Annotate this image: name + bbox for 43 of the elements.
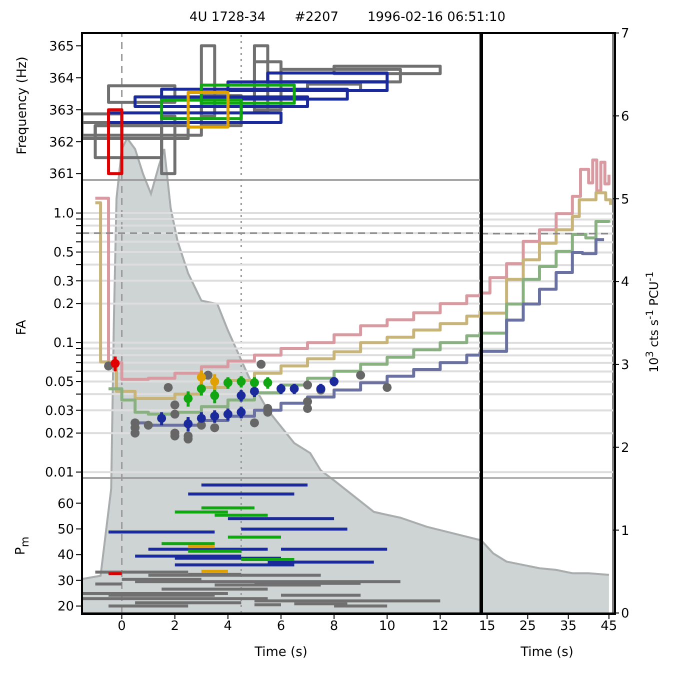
x-tick-label: 8 xyxy=(330,619,338,634)
y2-tick-label: 7 xyxy=(621,26,630,42)
y-axis-title: Frequency (Hz) xyxy=(14,54,30,156)
x-axis-title: Time (s) xyxy=(254,645,308,660)
chart-title: 4U 1728-34 #2207 1996-02-16 06:51:10 xyxy=(188,10,507,25)
y2-tick-label: 0 xyxy=(621,606,630,622)
y-tick-label: 363 xyxy=(49,103,74,118)
x-tick-label: 25 xyxy=(519,619,536,634)
y-tick-label: 0.3 xyxy=(53,274,74,290)
x-tick-label: 6 xyxy=(276,619,286,634)
y2-tick-label: 3 xyxy=(621,358,630,374)
y-tick-label: 0.02 xyxy=(45,426,74,442)
y-tick-label: 50 xyxy=(57,522,74,538)
x-tick-label: 15 xyxy=(478,619,496,634)
y-tick-label: 0.05 xyxy=(45,375,74,390)
x-axis-title: Time (s) xyxy=(520,645,574,660)
y-tick-label: 364 xyxy=(49,71,74,86)
y-tick-label: 0.5 xyxy=(53,246,74,261)
y-tick-label: 361 xyxy=(49,167,74,182)
x-tick-label: 35 xyxy=(560,619,577,634)
y-tick-label: 20 xyxy=(57,600,74,615)
x-tick-label: 2 xyxy=(170,619,180,634)
y2-tick-label: 2 xyxy=(621,440,630,456)
y-tick-label: 0.01 xyxy=(45,466,74,481)
x-tick-label: 12 xyxy=(432,619,448,634)
y-tick-label: 1.0 xyxy=(53,206,74,222)
y-tick-label: 362 xyxy=(49,135,74,150)
y-tick-label: 0.1 xyxy=(53,336,74,352)
y-tick-label: 0.2 xyxy=(53,297,74,312)
y-tick-label: 0.03 xyxy=(45,404,74,419)
y-axis-title: FA xyxy=(14,318,30,338)
x-tick-label: 4 xyxy=(224,619,232,634)
y2-tick-label: 4 xyxy=(621,275,630,290)
y2-tick-label: 1 xyxy=(621,524,630,539)
y-tick-label: 60 xyxy=(57,496,74,512)
y2-tick-label: 6 xyxy=(621,109,630,124)
y-tick-label: 40 xyxy=(57,548,74,564)
y-tick-label: 365 xyxy=(49,39,74,54)
x-tick-label: 10 xyxy=(378,619,396,634)
x-tick-label: 0 xyxy=(118,619,126,634)
y2-tick-label: 5 xyxy=(621,192,630,208)
y-tick-label: 30 xyxy=(57,574,74,589)
x-tick-label: 45 xyxy=(600,619,618,634)
